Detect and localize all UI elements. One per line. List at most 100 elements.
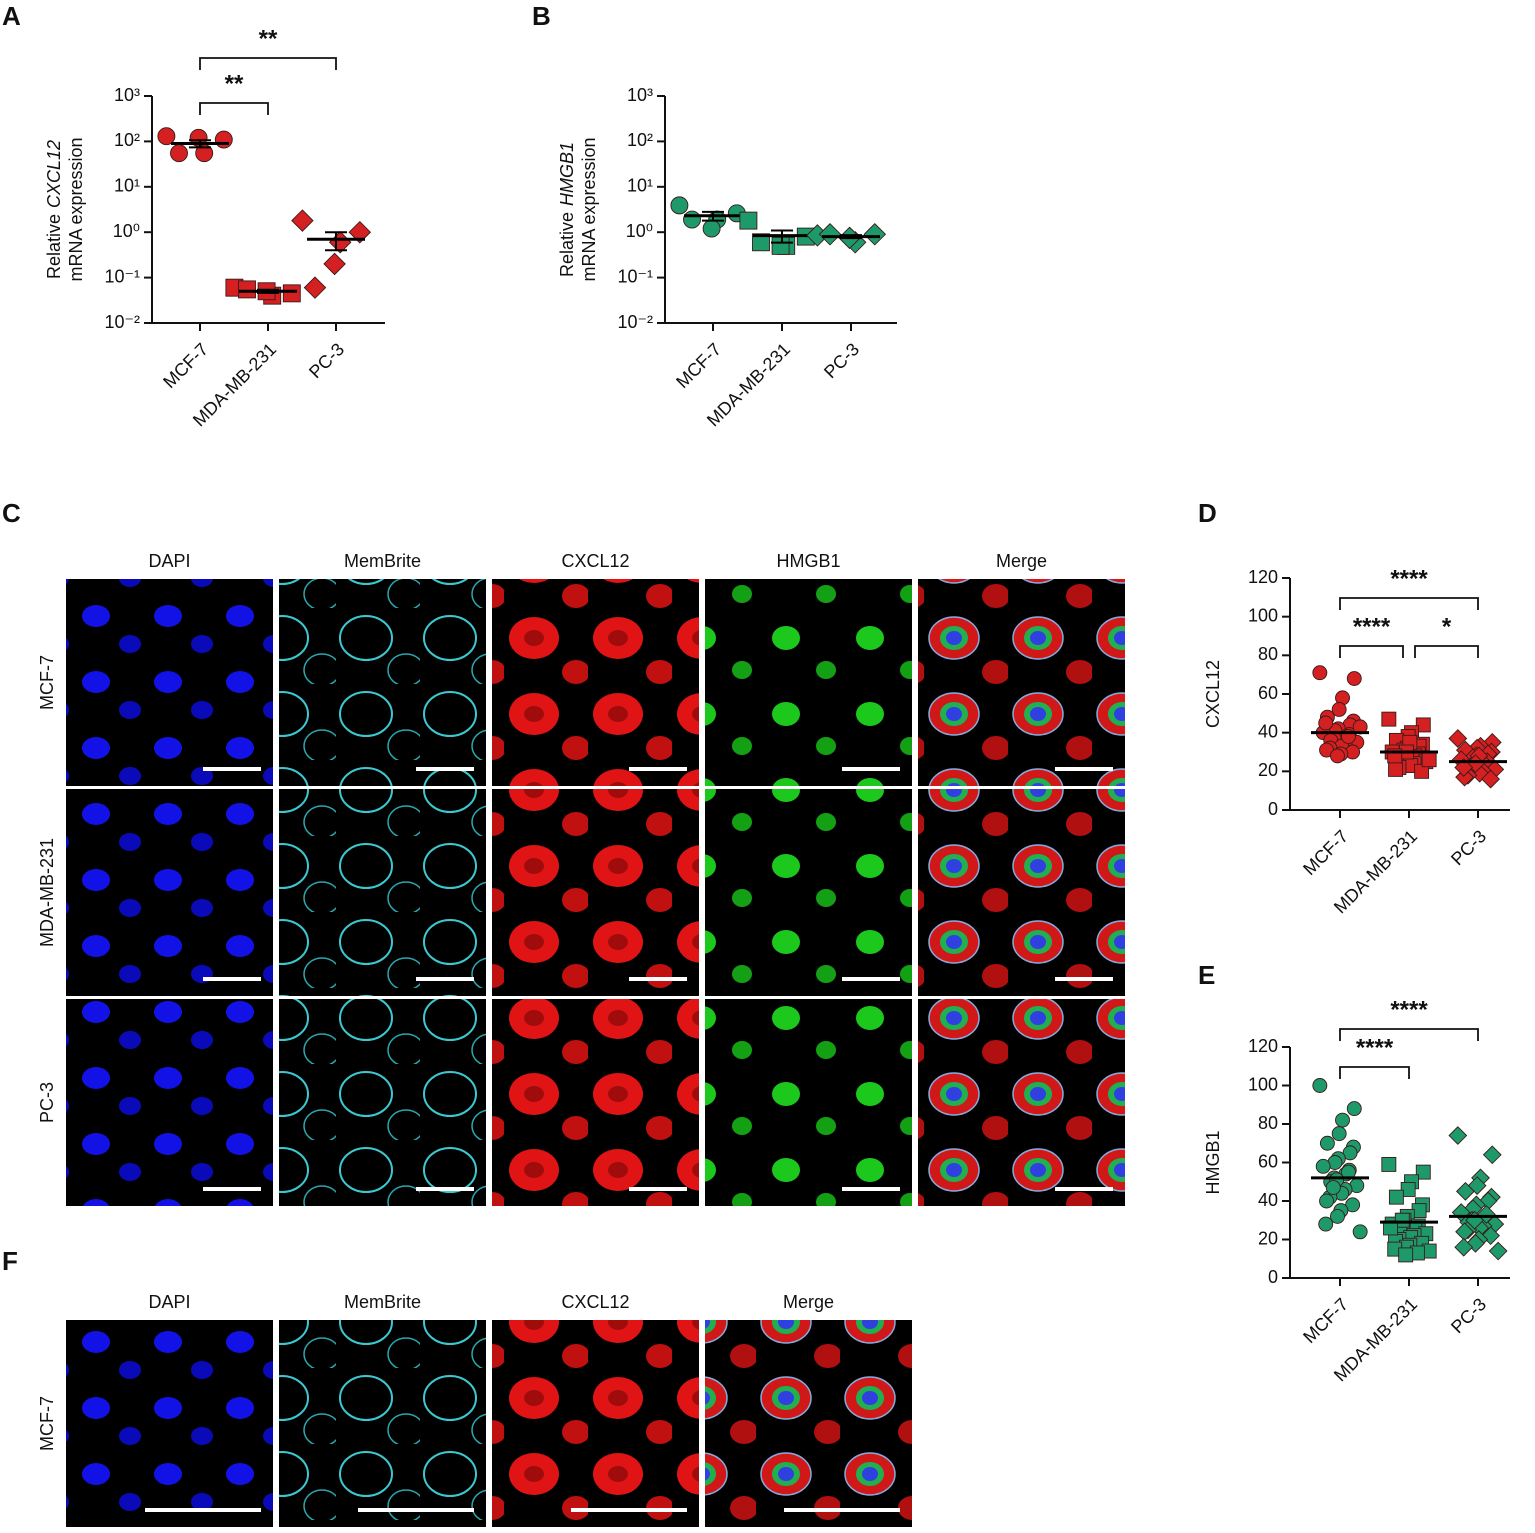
y-axis-label: Relative CXCL12 mRNA expression — [44, 137, 86, 281]
y-tick-label: 10⁰ — [113, 221, 140, 241]
micrograph — [705, 579, 912, 786]
y-label-line: mRNA expression — [66, 137, 86, 281]
point — [1346, 671, 1362, 686]
significance-bracket — [1339, 597, 1479, 610]
point — [1488, 1241, 1508, 1261]
panel-letter: B — [532, 1, 551, 31]
point — [1388, 1189, 1404, 1205]
y-tick-label: 10⁻¹ — [104, 266, 140, 286]
point — [170, 144, 188, 163]
y-label-text: HMGB1 — [1203, 1130, 1223, 1194]
micrograph — [918, 579, 1125, 786]
row-label: MCF-7 — [37, 1396, 57, 1451]
y-label-gene: CXCL12 — [44, 140, 64, 208]
point — [1315, 1158, 1331, 1174]
point — [1330, 748, 1345, 764]
y-tick-label: 100 — [1248, 605, 1278, 625]
point — [1421, 752, 1437, 768]
y-tick-label: 80 — [1258, 644, 1278, 664]
point — [863, 223, 887, 246]
point — [291, 209, 314, 232]
row-label: MDA-MB-231 — [37, 838, 57, 947]
significance-label: ** — [259, 25, 278, 52]
column-label: MemBrite — [344, 551, 421, 571]
point — [157, 127, 176, 146]
y-tick-label: 10² — [627, 130, 653, 150]
y-tick-label: 60 — [1258, 1151, 1278, 1171]
point — [1319, 1193, 1335, 1209]
micrograph — [279, 1320, 486, 1527]
y-axis-label: HMGB1 — [1203, 1130, 1223, 1194]
point — [1415, 1164, 1431, 1180]
x-tick-label: PC-3 — [820, 339, 863, 382]
point — [739, 211, 758, 230]
point — [1318, 1216, 1334, 1232]
micrograph — [705, 789, 912, 996]
point — [702, 219, 721, 238]
y-tick-label: 10⁻² — [104, 312, 140, 332]
point — [1319, 1135, 1335, 1151]
micrograph — [66, 999, 273, 1206]
y-tick-label: 10¹ — [627, 176, 653, 196]
column-label: Merge — [783, 1292, 834, 1312]
y-label-gene: HMGB1 — [557, 142, 577, 206]
x-tick-label: MCF-7 — [1299, 826, 1352, 879]
micrograph — [492, 579, 699, 786]
point — [1481, 769, 1500, 789]
y-axis-label: Relative HMGB1 mRNA expression — [557, 137, 599, 281]
micrograph — [66, 1320, 273, 1527]
column-label: DAPI — [148, 551, 190, 571]
y-label-text: CXCL12 — [1203, 660, 1223, 728]
point — [1331, 702, 1347, 717]
point — [1312, 665, 1328, 681]
column-label: Merge — [996, 551, 1047, 571]
point — [771, 236, 790, 255]
significance-bracket — [1339, 1028, 1479, 1041]
point — [818, 223, 842, 246]
y-tick-label: 40 — [1258, 721, 1278, 741]
y-axis-label: CXCL12 — [1203, 660, 1223, 728]
point — [752, 233, 770, 252]
significance-label: **** — [1390, 996, 1428, 1023]
micrograph — [66, 789, 273, 996]
point — [1342, 1145, 1358, 1161]
point — [1388, 761, 1404, 777]
significance-bracket — [1339, 645, 1404, 658]
point — [1400, 1181, 1416, 1197]
point — [1455, 767, 1474, 787]
point — [1345, 1197, 1361, 1213]
micrograph — [279, 999, 486, 1206]
point — [1398, 1247, 1414, 1263]
y-tick-label: 10¹ — [114, 176, 140, 196]
x-tick-label: MCF-7 — [1299, 1294, 1352, 1347]
significance-label: **** — [1356, 1034, 1394, 1061]
y-tick-label: 20 — [1258, 1228, 1278, 1248]
column-label: MemBrite — [344, 1292, 421, 1312]
column-label: CXCL12 — [561, 1292, 629, 1312]
panel-letter: D — [1198, 498, 1217, 528]
point — [1381, 1156, 1397, 1172]
point — [1448, 729, 1468, 748]
point — [1312, 1078, 1328, 1093]
point — [670, 196, 689, 215]
x-tick-label: PC-3 — [1447, 826, 1490, 869]
y-label-line: Relative CXCL12 — [44, 140, 64, 279]
significance-label: **** — [1353, 613, 1391, 640]
y-tick-label: 0 — [1268, 1267, 1278, 1287]
point — [1482, 1145, 1502, 1165]
x-tick-label: PC-3 — [305, 339, 348, 382]
point — [282, 284, 301, 303]
point — [214, 130, 233, 149]
y-tick-label: 10³ — [114, 85, 140, 105]
panel-letter: A — [2, 1, 21, 31]
point — [1325, 1180, 1341, 1195]
point — [1456, 1181, 1475, 1201]
y-tick-label: 10⁻¹ — [617, 266, 653, 286]
significance-bracket — [1414, 645, 1479, 658]
significance-label: ** — [225, 70, 244, 97]
y-tick-label: 10³ — [627, 85, 653, 105]
point — [1318, 715, 1334, 731]
point — [1331, 1126, 1347, 1142]
point — [238, 280, 256, 299]
